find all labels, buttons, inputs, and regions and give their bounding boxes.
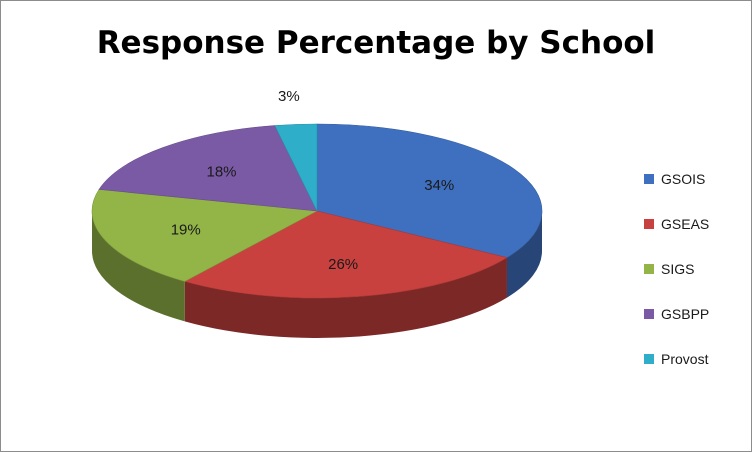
pie-top: [91, 123, 543, 299]
legend-label: SIGS: [661, 261, 695, 277]
data-label-gsois: 34%: [424, 177, 454, 194]
pie-slice-gsois: [316, 123, 543, 258]
pie-wall-sigs: [92, 211, 185, 322]
legend-label: GSOIS: [661, 171, 706, 187]
legend-item-gsbpp: GSBPP: [644, 305, 709, 323]
chart-title: Response Percentage by School: [96, 25, 656, 61]
data-label-provost: 3%: [278, 88, 300, 105]
legend-swatch: [644, 219, 654, 229]
legend-swatch: [644, 174, 654, 184]
pie-slice-sigs: [91, 189, 319, 282]
legend-item-sigs: SIGS: [644, 260, 709, 278]
data-label-sigs: 19%: [171, 221, 201, 238]
chart-legend: GSOIS GSEAS SIGS GSBPP Provost: [644, 170, 709, 368]
pie-slice-provost: [274, 123, 318, 212]
legend-label: GSEAS: [661, 216, 710, 232]
legend-swatch: [644, 309, 654, 319]
pie-slice-gsbpp: [98, 125, 318, 212]
data-label-gsbpp: 18%: [206, 164, 236, 181]
legend-label: Provost: [661, 351, 709, 367]
legend-item-provost: Provost: [644, 350, 709, 368]
legend-item-gseas: GSEAS: [644, 215, 709, 233]
data-label-gseas: 26%: [328, 256, 358, 273]
pie-wall-gseas: [184, 257, 507, 338]
pie-slice-gseas: [183, 210, 508, 299]
pie-walls: [92, 211, 542, 338]
legend-swatch: [644, 354, 654, 364]
pie-wall-gsois: [506, 211, 542, 298]
legend-swatch: [644, 264, 654, 274]
legend-item-gsois: GSOIS: [644, 170, 709, 188]
legend-label: GSBPP: [661, 306, 710, 322]
